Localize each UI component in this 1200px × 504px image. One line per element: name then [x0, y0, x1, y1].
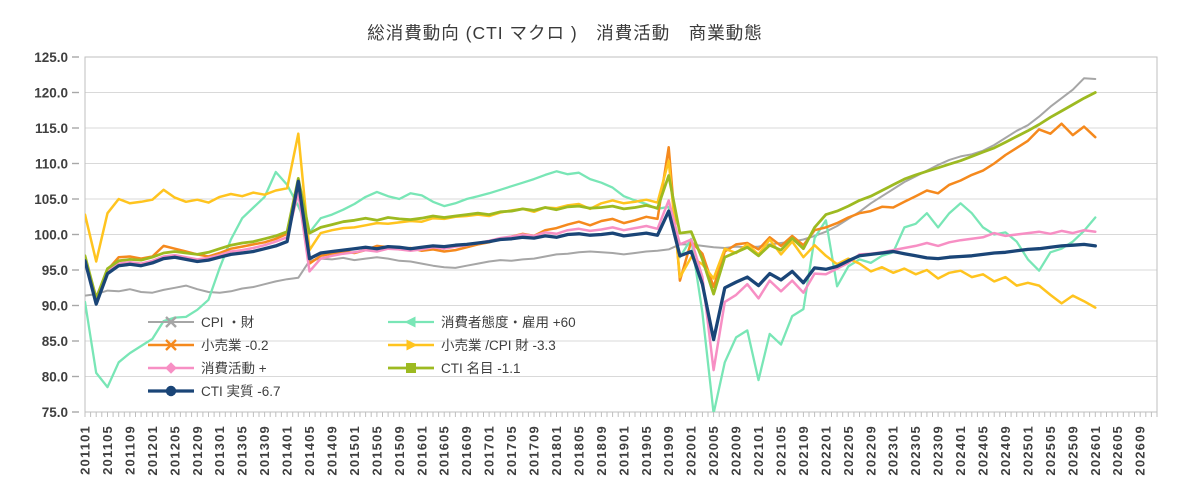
y-axis-label: 120.0 [34, 85, 68, 100]
y-axis-label: 110.0 [35, 156, 68, 171]
x-axis-label: 201205 [167, 425, 182, 476]
x-axis-label: 201305 [235, 425, 250, 476]
x-axis-label: 202401 [953, 425, 968, 476]
legend-item-6: CTI 実質 -6.7 [148, 384, 281, 399]
y-axis-label: 95.0 [42, 263, 68, 278]
x-axis-label: 202205 [841, 425, 856, 476]
x-axis-label: 201409 [325, 425, 340, 476]
chart-title: 総消費動向 (CTI マクロ ) 消費活動 商業動態 [367, 23, 763, 43]
x-axis-label: 201505 [369, 425, 384, 476]
x-axis-label: 201405 [302, 425, 317, 476]
x-marker-icon [165, 316, 177, 328]
series-line-5 [85, 91, 1097, 300]
series-line-4 [85, 191, 1097, 372]
x-axis-label: 202609 [1133, 425, 1148, 476]
legend-label: 小売業 -0.2 [201, 338, 269, 353]
x-axis-label: 201501 [347, 425, 362, 476]
x-axis-label: 202405 [976, 425, 991, 476]
x-axis-label: 202501 [1020, 425, 1035, 476]
legend-item-3: 小売業 /CPI 財 -3.3 [388, 338, 556, 353]
diamond-marker-icon [165, 362, 177, 374]
triangle-left-marker-icon [404, 316, 416, 328]
x-marker-icon [165, 339, 177, 351]
circle-marker-icon [165, 385, 177, 397]
legend-label: CPI ・財 [201, 315, 254, 330]
x-axis-label: 202005 [706, 425, 721, 476]
x-axis-label: 202301 [886, 425, 901, 476]
x-axis-label: 202505 [1043, 425, 1058, 476]
y-axis-label: 90.0 [42, 298, 68, 313]
x-axis-label: 202201 [818, 425, 833, 476]
y-axis-label: 75.0 [42, 405, 68, 420]
y-axis-label: 125.0 [34, 50, 68, 65]
legend-label: CTI 実質 -6.7 [201, 384, 281, 399]
x-axis-label: 201301 [212, 425, 227, 476]
legend-label: CTI 名目 -1.1 [441, 361, 521, 376]
x-axis-label: 202305 [908, 425, 923, 476]
x-axis-label: 201909 [661, 425, 676, 476]
x-axis-label: 201805 [571, 425, 586, 476]
x-axis-label: 201401 [280, 425, 295, 476]
y-axis-label: 115.0 [35, 121, 68, 136]
legend-item-1: 消費者態度・雇用 +60 [388, 314, 576, 330]
x-axis-label: 201709 [527, 425, 542, 476]
x-axis-label: 202409 [998, 425, 1013, 476]
x-axis-label: 202605 [1110, 425, 1125, 476]
triangle-right-marker-icon [406, 339, 418, 351]
x-axis-label: 202309 [931, 425, 946, 476]
x-axis-label: 201905 [639, 425, 654, 476]
legend-label: 消費者態度・雇用 +60 [441, 314, 576, 330]
x-axis-label: 201101 [78, 425, 93, 475]
y-axis-label: 80.0 [42, 369, 68, 384]
y-axis-label: 85.0 [42, 334, 68, 349]
x-axis-label: 201801 [549, 425, 564, 476]
plot-border [84, 56, 1158, 413]
x-axis-label: 202601 [1088, 425, 1103, 476]
x-axis-label: 201601 [414, 425, 429, 476]
x-axis-label: 202105 [774, 425, 789, 476]
series-line-6 [85, 179, 1097, 342]
x-axis-label: 201809 [594, 425, 609, 476]
x-axis-label: 202009 [729, 425, 744, 476]
square-marker-icon [406, 363, 416, 373]
x-axis-label: 201609 [459, 425, 474, 476]
y-axis-label: 105.0 [34, 192, 68, 207]
x-axis-label: 202509 [1065, 425, 1080, 476]
x-axis-label: 202209 [863, 425, 878, 476]
legend-label: 消費活動 + [201, 361, 267, 376]
x-axis-label: 201605 [437, 425, 452, 476]
x-axis-label: 201105 [100, 425, 115, 475]
series-line-2 [85, 122, 1097, 304]
x-axis-label: 202101 [751, 425, 766, 476]
x-axis-label: 202001 [684, 425, 699, 476]
x-axis-label: 201109 [122, 425, 137, 475]
legend-label: 小売業 /CPI 財 -3.3 [441, 338, 556, 353]
y-axis-label: 100.0 [34, 227, 68, 242]
x-axis-label: 201901 [616, 425, 631, 476]
legend-item-5: CTI 名目 -1.1 [388, 361, 521, 376]
legend-item-4: 消費活動 + [148, 361, 267, 376]
x-axis-label: 202109 [796, 425, 811, 476]
x-axis-label: 201209 [190, 425, 205, 476]
legend-item-2: 小売業 -0.2 [148, 338, 269, 353]
x-axis-label: 201705 [504, 425, 519, 476]
x-axis-label: 201509 [392, 425, 407, 476]
series-line-1 [85, 170, 1097, 412]
legend-item-0: CPI ・財 [148, 315, 254, 330]
x-axis-label: 201701 [482, 425, 497, 476]
x-axis-label: 201201 [145, 425, 160, 476]
x-axis-label: 201309 [257, 425, 272, 476]
